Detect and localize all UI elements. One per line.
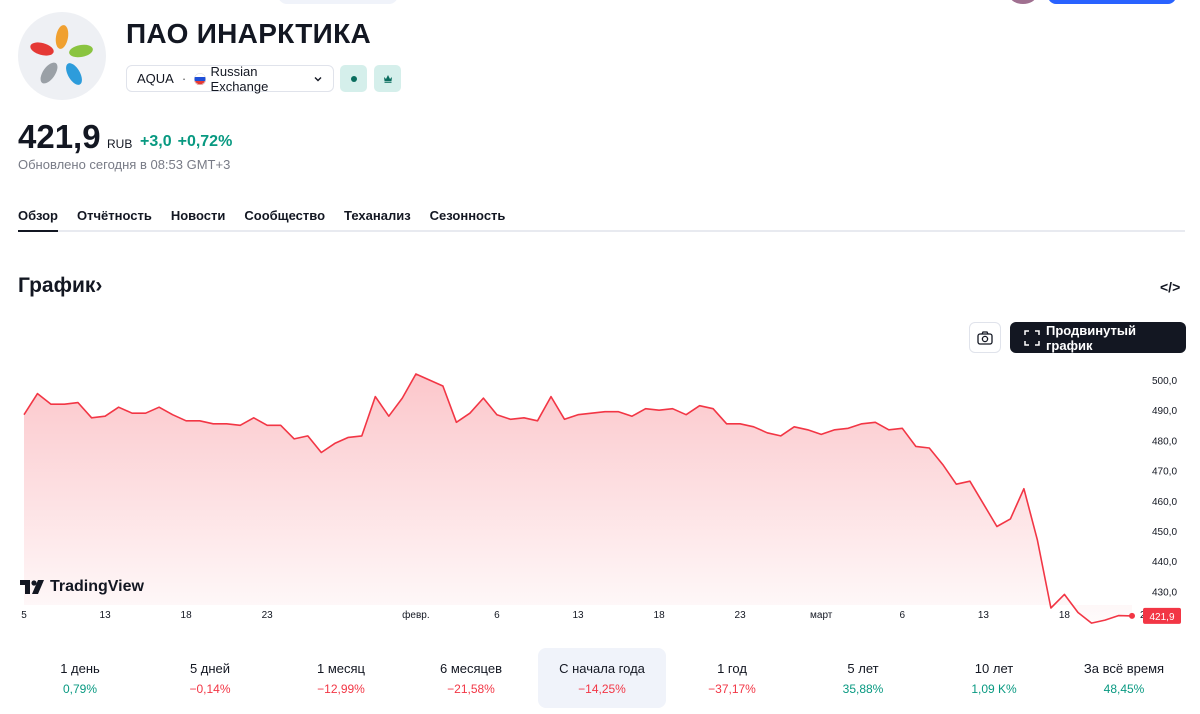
symbol-tabs: Обзор Отчётность Новости Сообщество Теха… (18, 208, 1185, 232)
tab-community[interactable]: Сообщество (244, 208, 326, 223)
price-change-abs: +3,0 (140, 133, 172, 150)
status-dot-icon (350, 75, 357, 82)
y-tick-label: 500,0 (1152, 376, 1177, 387)
chevron-down-icon (313, 74, 323, 84)
price-line (23, 373, 1133, 624)
price-currency: RUB (107, 137, 133, 151)
y-tick-label: 490,0 (1152, 406, 1177, 417)
period-label: 1 год (717, 661, 747, 676)
top-search-bar[interactable] (278, 0, 398, 4)
performance-periods: 1 день 0,79% 5 дней −0,14% 1 месяц −12,99% 6 м… (0, 648, 1200, 708)
price-area-chart[interactable]: 500,0 490,0 480,0 470,0 460,0 450,0 440,0 430,0… (0, 360, 1200, 630)
crown-button[interactable] (374, 65, 401, 92)
chart-section-title[interactable]: График› (18, 274, 102, 298)
ticker-separator: · (181, 71, 187, 86)
exchange-name: Russian Exchange (210, 63, 269, 94)
camera-icon (977, 330, 993, 345)
y-tick-label: 440,0 (1152, 557, 1177, 568)
period-label: 1 день (60, 661, 100, 676)
x-tick-label: 6 (494, 610, 500, 621)
ticker-symbol: AQUA (137, 71, 174, 86)
y-tick-label: 460,0 (1152, 497, 1177, 508)
y-tick-label: 480,0 (1152, 436, 1177, 447)
tab-overview[interactable]: Обзор (18, 208, 58, 232)
period-button[interactable]: 1 месяц −12,99% (277, 648, 405, 708)
last-price: 421,9 (18, 118, 101, 155)
period-change: −0,14% (189, 682, 231, 696)
last-price-badge-label: 421,9 (1149, 612, 1174, 623)
period-change: −21,58% (447, 682, 495, 696)
x-tick-label: 13 (572, 610, 584, 621)
tradingview-text: TradingView (50, 578, 144, 595)
period-label: С начала года (559, 661, 645, 676)
last-price-marker (1129, 612, 1135, 619)
x-tick-label: 6 (900, 610, 906, 621)
x-tick-label: 13 (978, 610, 990, 621)
x-tick-label: 18 (654, 610, 666, 621)
russia-flag-icon (194, 72, 206, 85)
period-button[interactable]: 1 день 0,79% (16, 648, 144, 708)
advanced-chart-button[interactable]: Продвинутый график (1010, 322, 1186, 353)
price-change-pct: +0,72% (177, 133, 233, 150)
fullscreen-icon (1024, 329, 1040, 346)
tab-seasonals[interactable]: Сезонность (429, 208, 506, 223)
period-label: 5 дней (189, 661, 231, 676)
period-change: 1,09 K% (971, 682, 1017, 696)
period-change: −14,25% (578, 682, 626, 696)
period-button[interactable]: С начала года −14,25% (538, 648, 666, 708)
tab-news[interactable]: Новости (170, 208, 226, 223)
x-tick-label: 18 (1059, 610, 1071, 621)
update-time: Обновлено сегодня в 08:53 GMT+3 (18, 157, 231, 172)
period-label: 1 месяц (317, 661, 365, 676)
advanced-chart-label: Продвинутый график (1046, 322, 1136, 353)
period-button[interactable]: 6 месяцев −21,58% (407, 648, 535, 708)
chart-title-text: График (18, 274, 96, 297)
period-change: 0,79% (62, 682, 98, 696)
y-tick-label: 430,0 (1152, 587, 1177, 598)
market-status-button[interactable] (340, 65, 367, 92)
x-tick-label: 13 (100, 610, 112, 621)
tab-financials[interactable]: Отчётность (77, 208, 152, 223)
x-tick-label: 23 (735, 610, 747, 621)
x-tick-label: март (810, 610, 833, 621)
company-name: ПАО ИНАРКТИКА (126, 18, 372, 49)
y-tick-label: 450,0 (1152, 527, 1177, 538)
period-label: 5 лет (847, 661, 879, 676)
period-label: 6 месяцев (440, 661, 502, 676)
period-change: 48,45% (1103, 682, 1145, 696)
y-tick-label: 470,0 (1152, 467, 1177, 478)
period-button[interactable]: 5 лет 35,88% (799, 648, 927, 708)
snapshot-button[interactable] (969, 322, 1001, 353)
user-avatar[interactable] (1010, 0, 1036, 4)
price-change: +3,0 +0,72% (140, 133, 232, 151)
period-change: −37,17% (708, 682, 756, 696)
period-button[interactable]: 1 год −37,17% (668, 648, 796, 708)
tradingview-logo[interactable]: TradingView (20, 578, 144, 596)
period-label: 10 лет (974, 661, 1014, 676)
x-tick-label: 5 (21, 610, 27, 621)
x-tick-label: февр. (402, 609, 429, 621)
period-change: −12,99% (317, 682, 365, 696)
price-area-fill (24, 374, 1132, 624)
symbol-selector[interactable]: AQUA · Russian Exchange (126, 63, 334, 94)
last-price-badge (1143, 607, 1181, 624)
period-button[interactable]: За всё время 48,45% (1060, 648, 1188, 708)
crown-icon (383, 75, 392, 83)
period-button[interactable]: 5 дней −0,14% (146, 648, 274, 708)
company-logo (18, 12, 106, 100)
chevron-right-icon: › (95, 274, 103, 297)
fish-logo-icon (30, 25, 93, 85)
x-tick-label: 18 (181, 610, 193, 621)
tab-technicals[interactable]: Теханализ (344, 208, 411, 223)
period-change: 35,88% (842, 682, 884, 696)
period-button[interactable]: 10 лет 1,09 K% (930, 648, 1058, 708)
tradingview-logo-icon (20, 580, 44, 594)
embed-code-icon[interactable]: </> (1160, 279, 1181, 295)
period-label: За всё время (1083, 661, 1165, 676)
top-action-button[interactable] (1048, 0, 1176, 4)
x-tick-label: 23 (262, 610, 274, 621)
